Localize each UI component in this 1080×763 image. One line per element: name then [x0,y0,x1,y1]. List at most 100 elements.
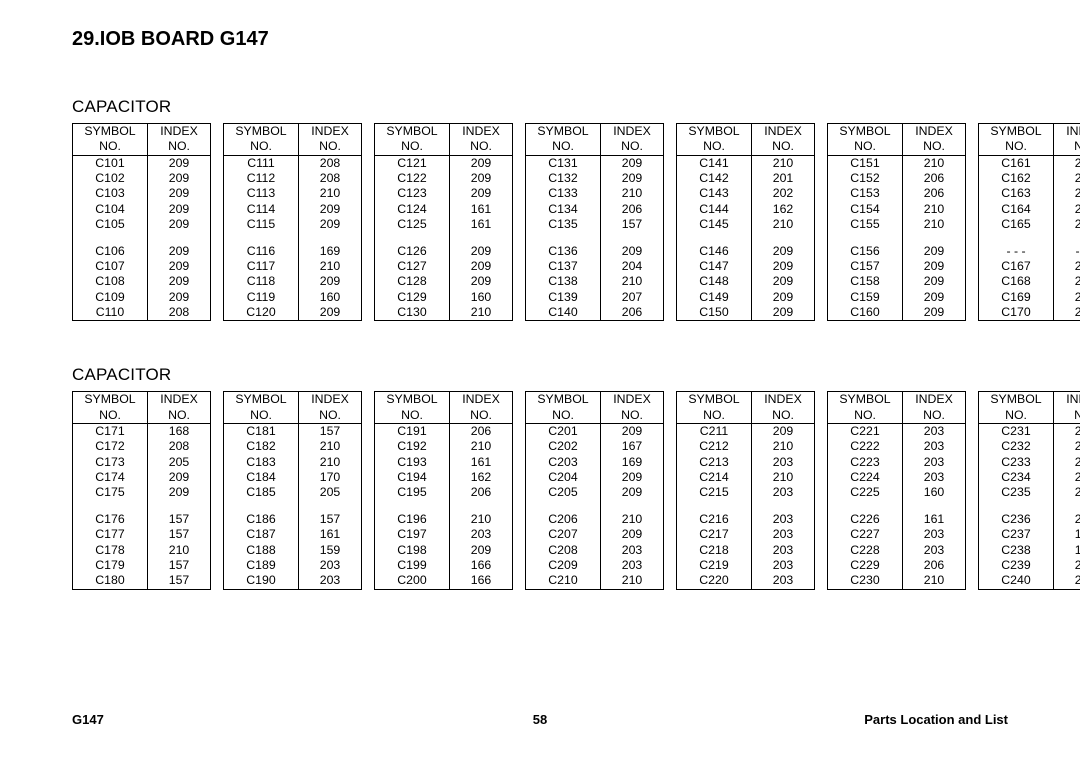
table-row: C152206 [828,171,966,186]
symbol-cell: C162 [979,171,1054,186]
symbol-cell: C159 [828,290,903,305]
symbol-cell: C239 [979,558,1054,573]
table-row: C105209 [73,217,211,232]
capacitor-block: SYMBOLINDEXNO.NO.C231210C232203C233203C2… [978,391,1080,589]
table-row: C159209 [828,290,966,305]
symbol-cell: C188 [224,543,299,558]
index-cell: 168 [148,424,211,440]
symbol-cell: C118 [224,274,299,289]
table-row: C204209 [526,470,664,485]
index-cell: 159 [299,543,362,558]
index-cell: 205 [148,455,211,470]
symbol-cell: C194 [375,470,450,485]
index-cell: 206 [903,558,966,573]
symbol-cell: C152 [828,171,903,186]
symbol-cell: C129 [375,290,450,305]
index-cell: - - - [1054,244,1080,259]
index-cell: 209 [601,485,664,500]
table-row: C156209 [828,244,966,259]
index-cell: 161 [450,455,513,470]
index-cell: 170 [299,470,362,485]
table-row: C112208 [224,171,362,186]
symbol-cell: C232 [979,439,1054,454]
table-row: C129160 [375,290,513,305]
index-cell: 209 [148,217,211,232]
table-row: C157209 [828,259,966,274]
symbol-cell: C177 [73,527,148,542]
capacitor-block: SYMBOLINDEXNO.NO.C221203C222203C223203C2… [827,391,966,589]
table-row: C220203 [677,573,815,589]
symbol-cell: C187 [224,527,299,542]
index-cell: 209 [1054,290,1080,305]
capacitor-block: SYMBOLINDEXNO.NO.C201209C202167C203169C2… [525,391,664,589]
index-cell: 209 [148,259,211,274]
table-row: C139207 [526,290,664,305]
index-cell: 210 [450,512,513,527]
table-row: C102209 [73,171,211,186]
index-cell: 209 [903,259,966,274]
table-row: C189203 [224,558,362,573]
table-row: C208203 [526,543,664,558]
symbol-cell: C169 [979,290,1054,305]
index-cell: 203 [903,424,966,440]
index-cell: 206 [903,171,966,186]
col-header-index: INDEX [450,392,513,408]
symbol-cell: C200 [375,573,450,589]
index-cell: 209 [299,217,362,232]
index-cell: 209 [450,543,513,558]
table-row: C203169 [526,455,664,470]
symbol-cell: C191 [375,424,450,440]
table-row: C144162 [677,202,815,217]
symbol-cell: C107 [73,259,148,274]
symbol-cell: C201 [526,424,601,440]
table-row: C163209 [979,186,1080,201]
symbol-cell: C167 [979,259,1054,274]
symbol-cell: C146 [677,244,752,259]
symbol-cell: C121 [375,155,450,171]
symbol-cell: C156 [828,244,903,259]
col-header-symbol: SYMBOL [979,392,1054,408]
index-cell: 203 [903,439,966,454]
symbol-cell: C215 [677,485,752,500]
table-row: C150209 [677,305,815,321]
symbol-cell: C132 [526,171,601,186]
table-row: C154210 [828,202,966,217]
index-cell: 202 [752,186,815,201]
table-row: C212210 [677,439,815,454]
index-cell: 209 [1054,305,1080,321]
table-row: C115209 [224,217,362,232]
table-row: C113210 [224,186,362,201]
symbol-cell: C223 [828,455,903,470]
index-cell: 209 [1054,259,1080,274]
symbol-cell: C213 [677,455,752,470]
capacitor-block: SYMBOLINDEXNO.NO.C161209C162209C163209C1… [978,123,1080,321]
table-row: C160209 [828,305,966,321]
table-row: C153206 [828,186,966,201]
symbol-cell: C165 [979,217,1054,232]
index-cell: 169 [601,455,664,470]
symbol-cell: C227 [828,527,903,542]
table-row: C127209 [375,259,513,274]
col-header-symbol: SYMBOL [828,124,903,140]
index-cell: 209 [903,290,966,305]
symbol-cell: C226 [828,512,903,527]
index-cell: 157 [601,217,664,232]
table-row: C236203 [979,512,1080,527]
index-cell: 209 [148,470,211,485]
index-cell: 210 [1054,558,1080,573]
table-row: C217203 [677,527,815,542]
index-cell: 162 [752,202,815,217]
index-cell: 210 [903,573,966,589]
symbol-cell: C209 [526,558,601,573]
index-cell: 210 [903,202,966,217]
symbol-cell: C143 [677,186,752,201]
symbol-cell: C125 [375,217,450,232]
index-cell: 209 [601,244,664,259]
symbol-cell: C123 [375,186,450,201]
symbol-cell: C124 [375,202,450,217]
index-cell: 201 [752,171,815,186]
table-row: C178210 [73,543,211,558]
index-cell: 161 [299,527,362,542]
symbol-cell: C211 [677,424,752,440]
table-row: C235203 [979,485,1080,500]
